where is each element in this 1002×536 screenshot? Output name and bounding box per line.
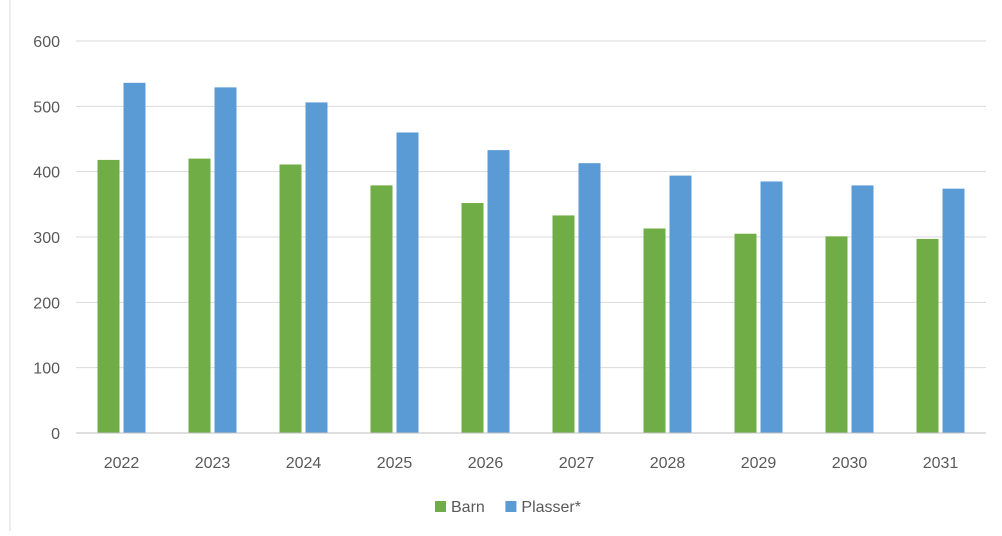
x-axis-ticks: 2022 2023 2024 2025 2026 2027 2028 2029 2030 2031 xyxy=(104,455,959,472)
bar-plasser-2028 xyxy=(669,175,692,433)
bar-barn-2023 xyxy=(188,158,211,433)
legend-swatch-barn xyxy=(435,501,446,512)
bars xyxy=(97,82,965,434)
bar-barn-2031 xyxy=(916,238,939,433)
x-tick-label: 2030 xyxy=(832,455,868,472)
x-tick-label: 2027 xyxy=(559,455,595,472)
bar-barn-2025 xyxy=(370,185,393,433)
x-tick-label: 2023 xyxy=(195,455,231,472)
bar-plasser-2031 xyxy=(942,188,965,433)
x-tick-label: 2026 xyxy=(468,455,504,472)
legend-swatch-plasser xyxy=(505,501,517,512)
bar-plasser-2022 xyxy=(123,82,146,434)
gridlines xyxy=(76,40,986,369)
y-tick-label: 300 xyxy=(33,230,60,247)
x-tick-label: 2025 xyxy=(377,455,413,472)
bar-barn-2028 xyxy=(643,228,666,433)
x-tick-label: 2024 xyxy=(286,455,322,472)
bar-barn-2026 xyxy=(461,203,484,433)
legend-label: Plasser* xyxy=(521,499,581,516)
bar-plasser-2029 xyxy=(760,181,783,433)
y-tick-label: 0 xyxy=(51,426,60,443)
bar-plasser-2025 xyxy=(396,132,419,433)
bar-plasser-2026 xyxy=(487,150,510,433)
y-tick-label: 100 xyxy=(33,361,60,378)
y-tick-label: 500 xyxy=(33,99,60,116)
x-tick-label: 2031 xyxy=(923,455,959,472)
bar-barn-2024 xyxy=(279,164,302,434)
x-tick-label: 2028 xyxy=(650,455,686,472)
y-axis-ticks: 0 100 200 300 400 500 600 xyxy=(33,34,60,443)
x-tick-label: 2022 xyxy=(104,455,140,472)
bar-plasser-2030 xyxy=(851,185,874,433)
y-tick-label: 400 xyxy=(33,165,60,182)
bar-plasser-2027 xyxy=(578,163,601,433)
bar-barn-2029 xyxy=(734,233,757,433)
bar-barn-2022 xyxy=(97,159,120,433)
y-tick-label: 600 xyxy=(33,34,60,51)
legend-label: Barn xyxy=(451,499,485,516)
bar-plasser-2023 xyxy=(214,87,237,434)
bar-plasser-2024 xyxy=(305,102,328,433)
x-tick-label: 2029 xyxy=(741,455,777,472)
bar-barn-2027 xyxy=(552,215,575,433)
legend: Barn Plasser* xyxy=(435,499,581,516)
y-tick-label: 200 xyxy=(33,295,60,312)
bar-barn-2030 xyxy=(825,236,848,433)
